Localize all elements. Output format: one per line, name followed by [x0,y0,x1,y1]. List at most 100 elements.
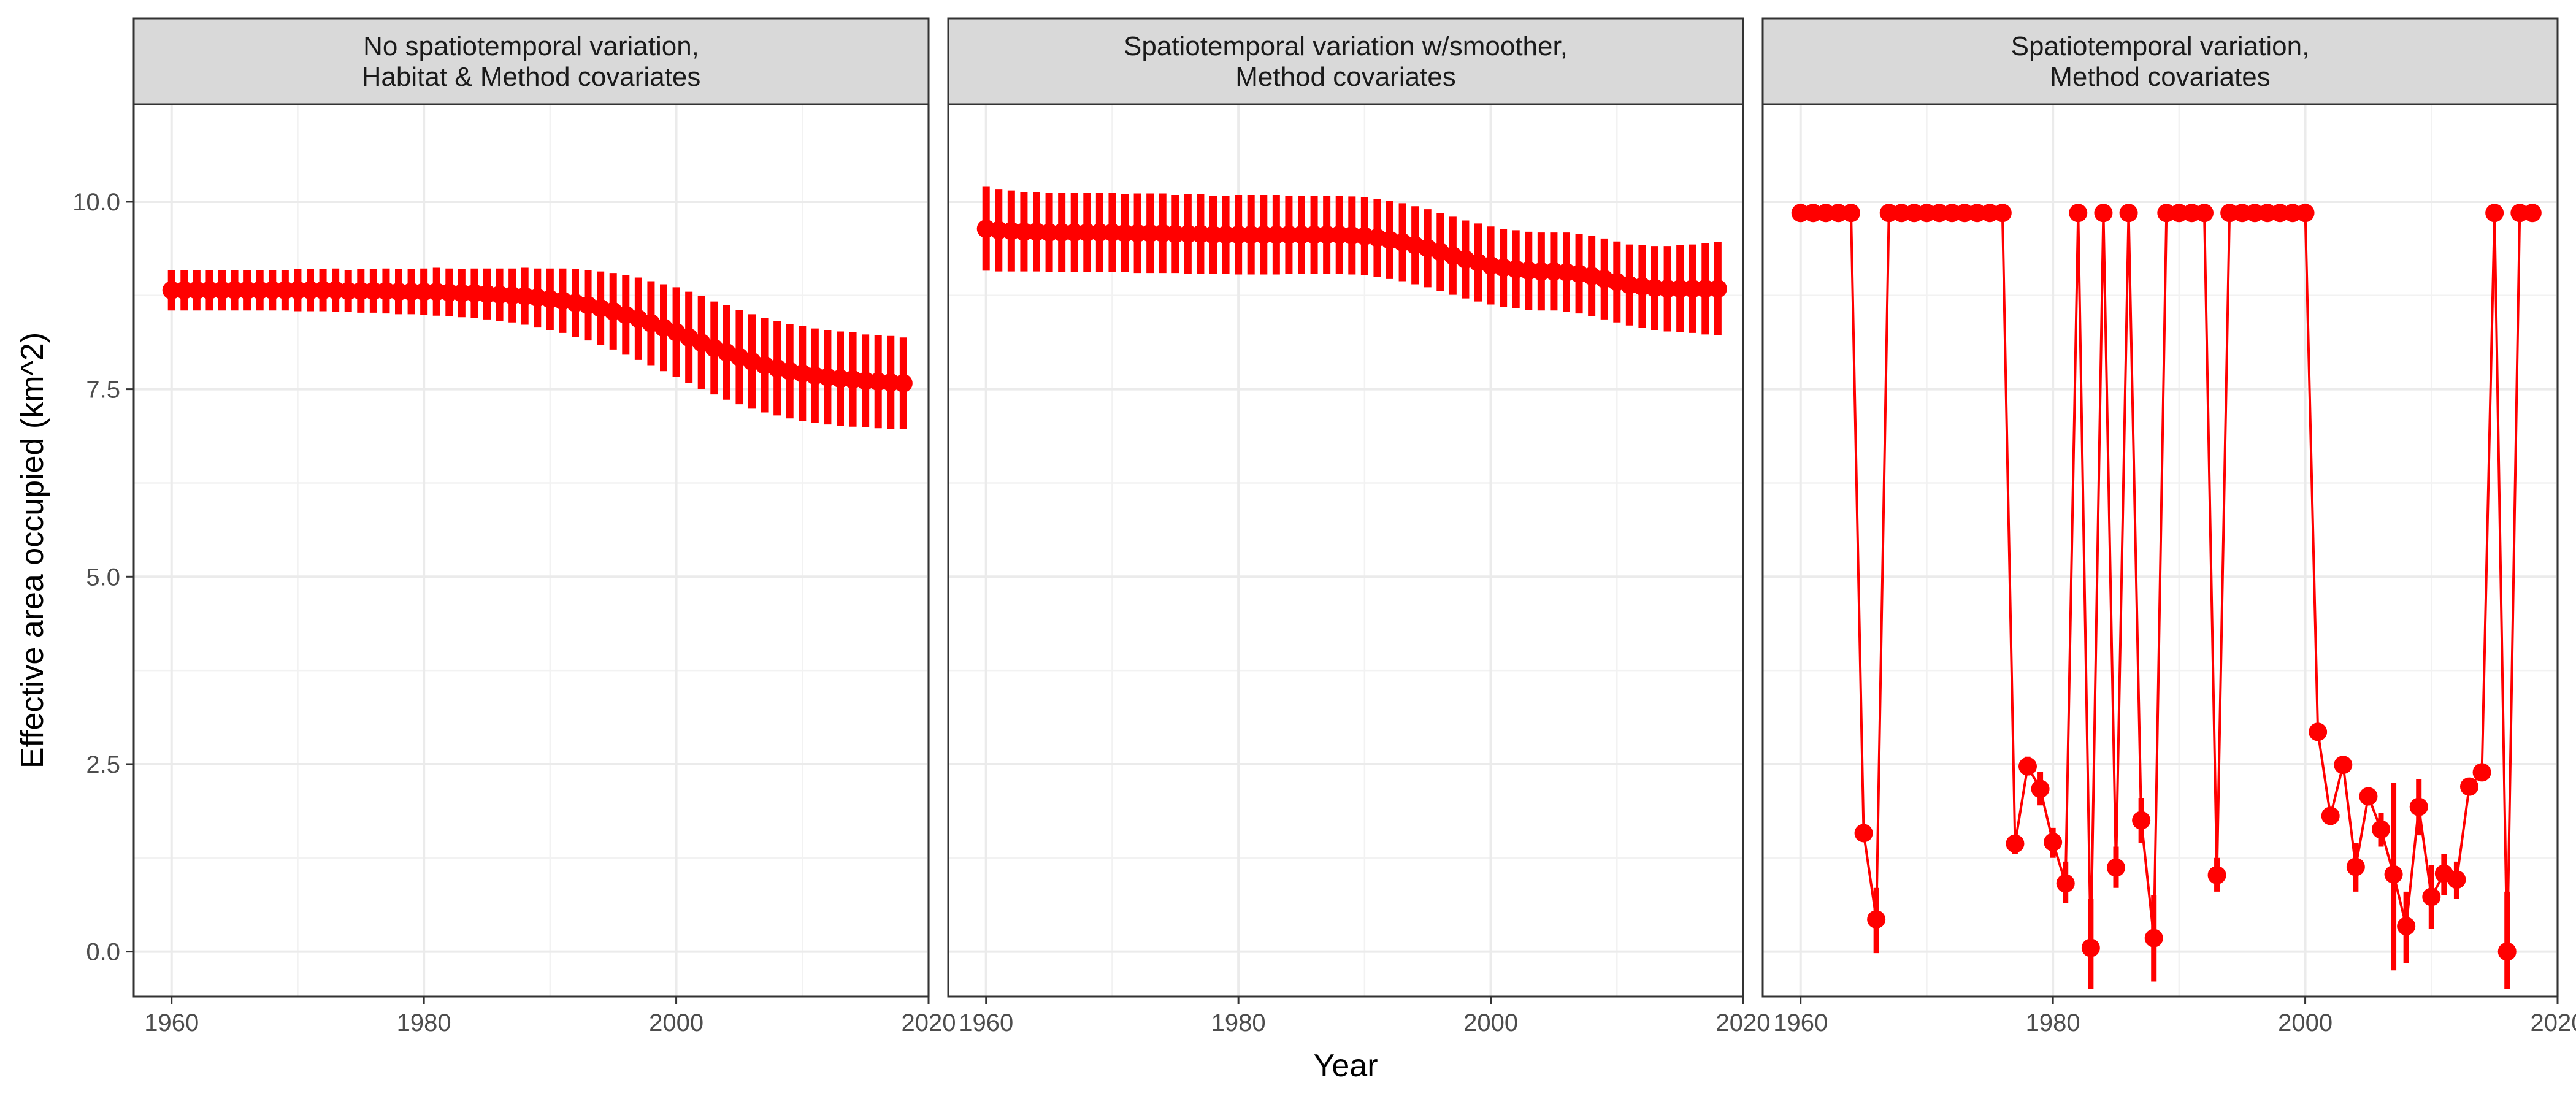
data-point [364,282,383,301]
y-tick-label: 7.5 [86,377,120,404]
facet-title-line: Spatiotemporal variation, [2011,31,2310,61]
y-tick-label: 10.0 [72,189,120,216]
data-point [187,281,206,300]
data-point [402,282,421,301]
data-point [2056,874,2075,893]
data-point [200,281,219,300]
data-point [351,282,370,301]
data-point [1993,204,2012,223]
data-point [1166,224,1185,243]
data-point [1671,279,1690,298]
data-point [1804,204,1823,223]
data-point [1305,225,1324,244]
data-point [452,284,471,303]
data-point [2384,865,2403,884]
data-point [1204,225,1222,244]
panel-border [132,103,930,998]
data-point [2447,870,2466,889]
data-point [2119,204,2138,223]
data-point [2296,204,2315,223]
data-point [1708,279,1727,298]
x-axis-title: Year [1313,1048,1378,1084]
data-point [2397,917,2416,936]
x-tick-label: 1960 [959,1009,1013,1036]
data-point [1892,204,1911,223]
data-point [2245,204,2264,223]
x-tick-label: 1980 [1211,1009,1266,1036]
facet-strip [1761,17,2559,105]
data-point [1267,225,1286,244]
data-point [263,281,282,300]
data-point [238,281,257,300]
data-point [2510,204,2529,223]
data-point [2422,887,2441,906]
data-point [313,281,332,300]
data-point [1829,204,1848,223]
x-tick-label: 2020 [1716,1009,1771,1036]
data-point [250,281,269,300]
data-point [2258,204,2277,223]
data-point [1942,204,1961,223]
plot-background [134,104,929,997]
plot-background [948,104,1743,997]
y-axis-title: Effective area occupied (km^2) [15,332,50,768]
data-point [1955,204,1974,223]
data-point [2220,204,2239,223]
data-point [1791,204,1810,223]
x-tick-label: 2000 [1463,1009,1518,1036]
data-point [1141,224,1160,243]
data-point [301,281,320,300]
data-point [2044,833,2063,852]
data-point [213,281,231,300]
data-point [1216,225,1235,244]
x-tick-label: 1980 [397,1009,451,1036]
data-point [162,281,181,300]
facet-title-line: Habitat & Method covariates [362,62,701,92]
data-point [2321,806,2340,825]
data-point [1968,204,1987,223]
data-point [2006,834,2025,853]
data-point [1904,204,1923,223]
data-point [1879,204,1898,223]
data-point [1116,224,1134,243]
data-point [2372,820,2390,839]
data-point [1816,204,1835,223]
panel-border [947,103,1744,998]
data-point [415,282,434,301]
y-tick-label: 2.5 [86,751,120,778]
data-point [1040,223,1059,242]
facet-title-line: Method covariates [1235,62,1456,92]
data-point [2081,938,2100,957]
data-point [2409,797,2428,816]
data-point [1867,910,1886,929]
data-point [1279,225,1298,244]
panel-border [1761,103,2559,998]
data-point [2157,204,2176,223]
data-point [225,281,244,300]
data-point [2018,757,2037,776]
data-point [1930,204,1949,223]
data-point [2460,777,2478,796]
x-tick-label: 1960 [144,1009,199,1036]
data-point [2497,942,2517,961]
data-point [339,282,358,301]
data-point [2233,204,2252,223]
data-point [2195,204,2214,223]
panel-3: Spatiotemporal variation,Method covariat… [1761,17,2576,1036]
series-group [1791,204,2542,989]
data-point [1254,225,1273,244]
facet-title-line: Spatiotemporal variation w/smoother, [1124,31,1568,61]
data-point [1980,204,1999,223]
y-tick-label: 0.0 [86,939,120,966]
data-point [2094,204,2113,223]
data-point [1078,223,1097,242]
data-point [2359,787,2378,806]
data-point [1065,223,1084,242]
facet-title-line: Method covariates [2050,62,2271,92]
data-point [2472,763,2491,782]
data-point [2107,858,2125,877]
data-point [1178,224,1197,243]
data-point [288,281,307,300]
data-point [1696,279,1715,298]
